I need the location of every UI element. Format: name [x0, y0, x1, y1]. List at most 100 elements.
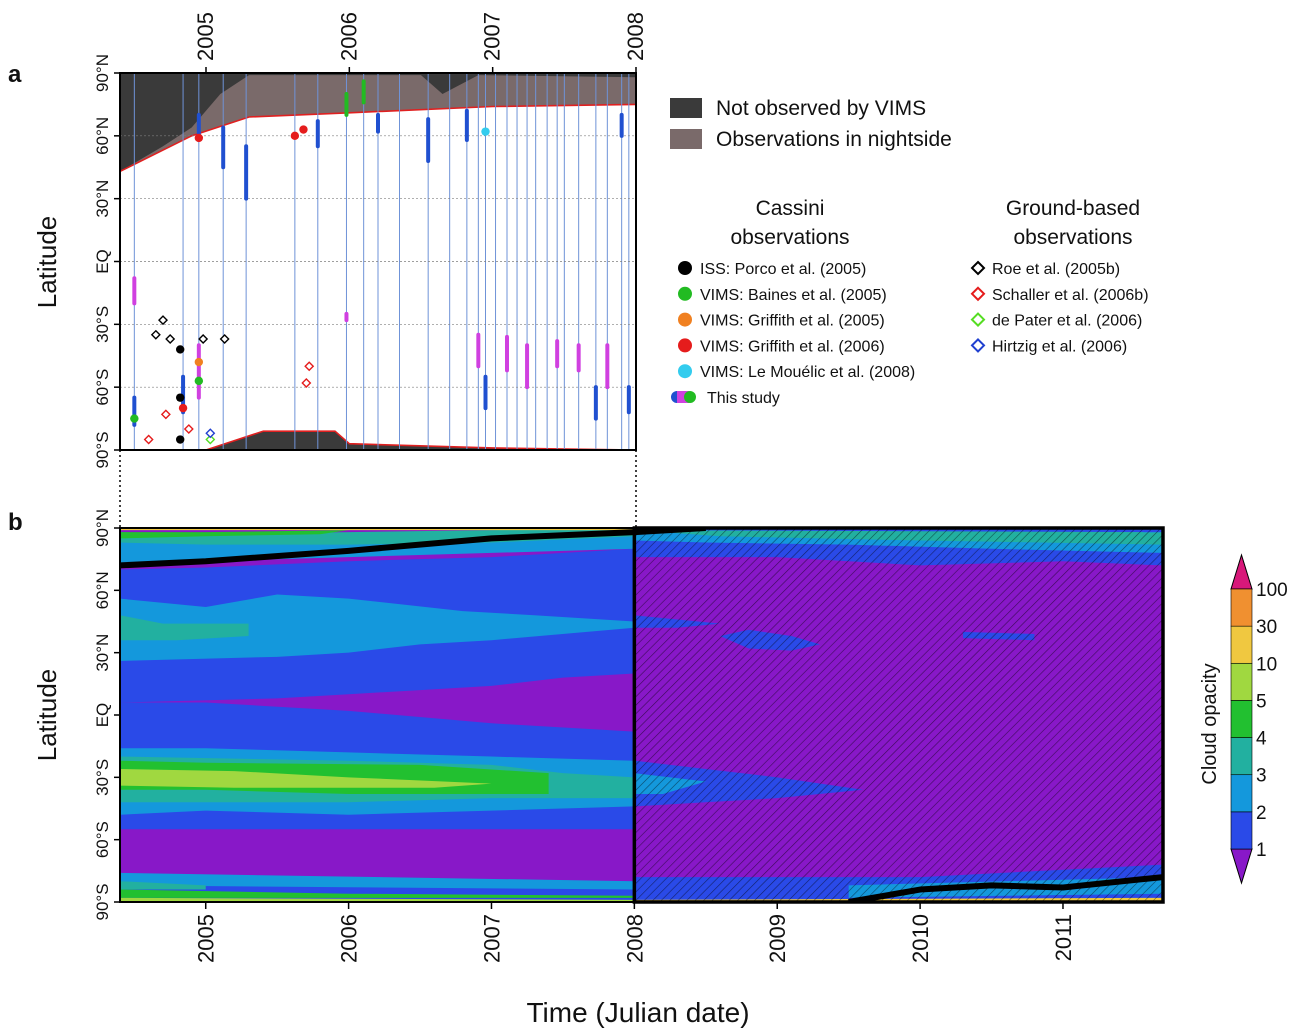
panel-a-ytick-label: 90°N [93, 54, 112, 92]
literature-point [301, 377, 312, 388]
legend-cassini-label: VIMS: Griffith et al. (2005) [700, 313, 885, 330]
panel-a-axes: 90°S 60°S 30°S EQ 30°N 60°N 90°N 2005 2006 2007 20… [93, 12, 648, 468]
legend-cassini-marker [678, 338, 692, 353]
legend-ground-label: Schaller et al. (2006b) [992, 287, 1149, 304]
legend-ground-marker [970, 337, 986, 353]
literature-point [299, 125, 308, 134]
panel-b-xtick-label: 2010 [908, 914, 933, 963]
legend-ground-marker [970, 286, 986, 302]
panel-a-ytick-label: 90°S [93, 431, 112, 468]
panel-b-ytick-label: 60°N [93, 571, 112, 609]
panel-b-xtick-label: 2011 [1051, 914, 1076, 961]
legend-ground-marker [970, 260, 986, 276]
colorbar-top-triangle [1230, 553, 1253, 590]
literature-point [194, 357, 204, 367]
colorbar-bottom-triangle [1230, 848, 1253, 885]
colorbar-segment [1230, 625, 1253, 664]
literature-point [176, 435, 185, 444]
literature-point [165, 334, 176, 344]
opacity-contour [120, 872, 635, 890]
panel-a-ytick-label: EQ [93, 249, 112, 274]
panel-b-ytick-label: 60°S [93, 821, 112, 858]
panel-a-xtick-label: 2006 [336, 12, 361, 61]
opacity-contour [120, 530, 349, 539]
literature-point [481, 127, 490, 136]
legend-region-label: Not observed by VIMS [716, 97, 926, 120]
literature-point [194, 133, 204, 143]
opacity-contour [120, 881, 206, 890]
literature-point [178, 403, 188, 413]
extrapolation-hatch [634, 528, 1163, 902]
literature-point [290, 131, 300, 141]
panel-a-xtick-label: 2005 [193, 12, 218, 61]
colorbar-tick-label: 10 [1256, 654, 1277, 675]
colorbar: 1 2 3 4 5 10 30 100 Cloud opacity [1199, 553, 1288, 885]
legend-ground-marker [970, 312, 986, 328]
panel-b-axes: 90°S 60°S 30°S EQ 30°N 60°N 90°N 2005 2006 2007 20… [93, 509, 1165, 963]
colorbar-tick-label: 3 [1256, 766, 1267, 787]
colorbar-label: Cloud opacity [1199, 663, 1221, 784]
panel-b-xtick-label: 2009 [765, 914, 790, 963]
literature-point [205, 434, 216, 445]
colorbar-segment [1230, 662, 1253, 701]
panel-b-xtick-label: 2008 [622, 914, 647, 963]
panel-b-label: b [8, 509, 23, 536]
legend-this-study-marker [684, 391, 696, 403]
panel-a-ytick-label: 30°S [93, 306, 112, 343]
legend-ground-label: Hirtzig et al. (2006) [992, 338, 1127, 355]
legend-ground-label: Roe et al. (2005b) [992, 261, 1120, 278]
legend-cassini-label: ISS: Porco et al. (2005) [700, 261, 866, 278]
legend-region-label: Observations in nightside [716, 128, 952, 151]
legend-cassini-title: Cassini [756, 197, 825, 220]
literature-point [130, 414, 139, 423]
literature-point [158, 315, 168, 326]
opacity-contour [120, 889, 635, 898]
colorbar-segment [1230, 737, 1253, 776]
panel-b-heatmap [120, 528, 1163, 902]
panel-a-xtick-label: 2008 [623, 12, 648, 61]
literature-point [176, 393, 185, 402]
legend-cassini-marker [678, 261, 692, 275]
not-observed-region-north [120, 73, 636, 172]
not-observed-region-south [206, 431, 636, 450]
literature-point [150, 329, 161, 340]
colorbar-tick-label: 30 [1256, 617, 1277, 638]
legend-cassini-label: VIMS: Le Mouélic et al. (2008) [700, 364, 915, 381]
literature-point [160, 409, 171, 420]
legend-cassini-marker [678, 312, 692, 327]
panel-a-ylabel: Latitude [32, 216, 62, 309]
legend-cassini-label: VIMS: Baines et al. (2005) [700, 287, 887, 304]
legend-cassini-title: observations [730, 226, 849, 249]
panel-a-ytick-label: 30°N [93, 180, 112, 218]
colorbar-segment [1230, 588, 1253, 627]
legend-region-swatch [670, 129, 702, 149]
colorbar-segment [1230, 700, 1253, 738]
colorbar-tick-label: 5 [1256, 691, 1267, 712]
legend-region-swatch [670, 98, 702, 118]
opacity-contour [120, 897, 635, 902]
colorbar-tick-label: 4 [1256, 729, 1267, 750]
panel-b-xlabel: Time (Julian date) [526, 997, 749, 1028]
literature-point [198, 334, 209, 344]
panel-b-ytick-label: 30°S [93, 759, 112, 796]
panel-b-ytick-label: EQ [93, 703, 112, 728]
panel-b-xtick-label: 2006 [337, 914, 362, 963]
opacity-contour [120, 594, 635, 661]
terminator-north [120, 528, 706, 569]
opacity-contour [120, 769, 492, 788]
legend-ground-label: de Pater et al. (2006) [992, 313, 1142, 330]
extrapolation-frame [632, 526, 1165, 904]
panel-a-legend: Not observed by VIMS Observations in nigh… [670, 97, 1149, 407]
panel-a-ytick-label: 60°N [93, 117, 112, 155]
literature-point [194, 376, 204, 386]
colorbar-tick-label: 1 [1256, 840, 1267, 861]
opacity-contour [120, 615, 249, 641]
panel-a-plot-area [120, 73, 636, 450]
legend-cassini-marker [678, 364, 692, 379]
colorbar-segment [1230, 811, 1253, 850]
legend-cassini-label: VIMS: Griffith et al. (2006) [700, 338, 885, 355]
panel-a: a Latitude 90°S 60°S 30°S EQ 30°N 60°N 90°N 200… [8, 12, 1149, 468]
colorbar-segment [1230, 774, 1253, 813]
panel-b-ytick-label: 90°N [93, 509, 112, 547]
